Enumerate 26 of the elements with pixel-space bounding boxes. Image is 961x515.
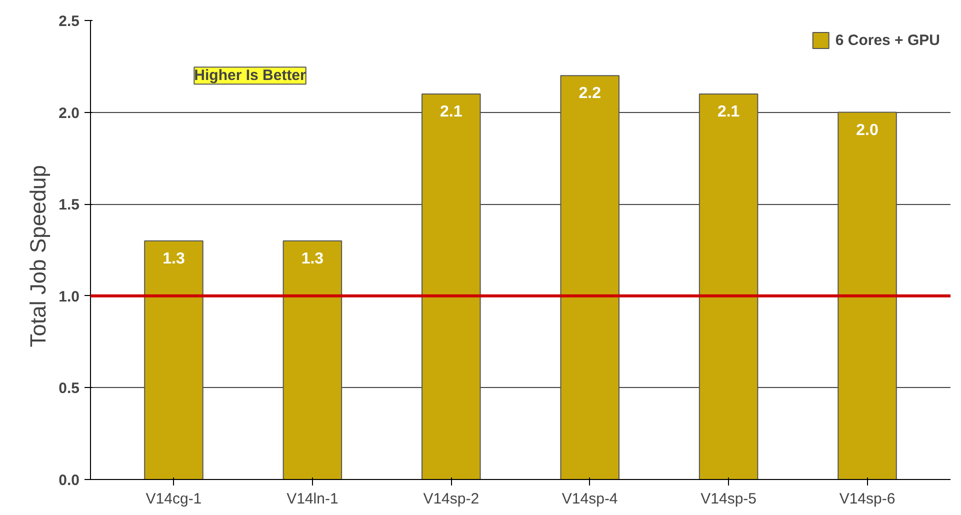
data-label: 2.2 xyxy=(578,85,602,102)
x-tick-label: V14ln-1 xyxy=(286,490,338,508)
bar xyxy=(282,240,342,480)
bar xyxy=(698,93,758,480)
legend-label: 6 Cores + GPU xyxy=(835,32,940,48)
bar xyxy=(560,75,620,480)
data-label: 1.3 xyxy=(301,250,324,268)
y-tick-label: 2.0 xyxy=(58,104,80,122)
bar xyxy=(422,93,481,480)
bar xyxy=(144,240,204,480)
x-tick-label: V14sp-2 xyxy=(423,490,480,508)
data-label: 2.0 xyxy=(856,122,878,139)
y-axis-title: Total Job Speedup xyxy=(26,164,51,348)
data-label: 2.1 xyxy=(717,103,740,120)
y-tick-label: 1.0 xyxy=(58,288,80,306)
y-tick-label: 0.0 xyxy=(58,472,80,489)
x-tick-label: V14sp-5 xyxy=(700,490,757,508)
x-tick-label: V14sp-4 xyxy=(562,490,618,508)
data-label: 1.3 xyxy=(162,250,185,268)
x-tick-label: V14cg-1 xyxy=(146,490,202,508)
y-tick-label: 2.5 xyxy=(58,13,80,30)
y-tick-label: 1.5 xyxy=(58,196,80,214)
bar xyxy=(838,112,897,480)
y-tick-label: 0.5 xyxy=(58,380,80,398)
data-label: 2.1 xyxy=(440,103,462,120)
x-tick-label: V14sp-6 xyxy=(839,490,896,508)
